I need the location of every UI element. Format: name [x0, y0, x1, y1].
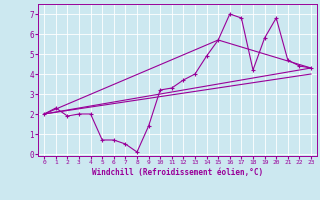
X-axis label: Windchill (Refroidissement éolien,°C): Windchill (Refroidissement éolien,°C): [92, 168, 263, 177]
